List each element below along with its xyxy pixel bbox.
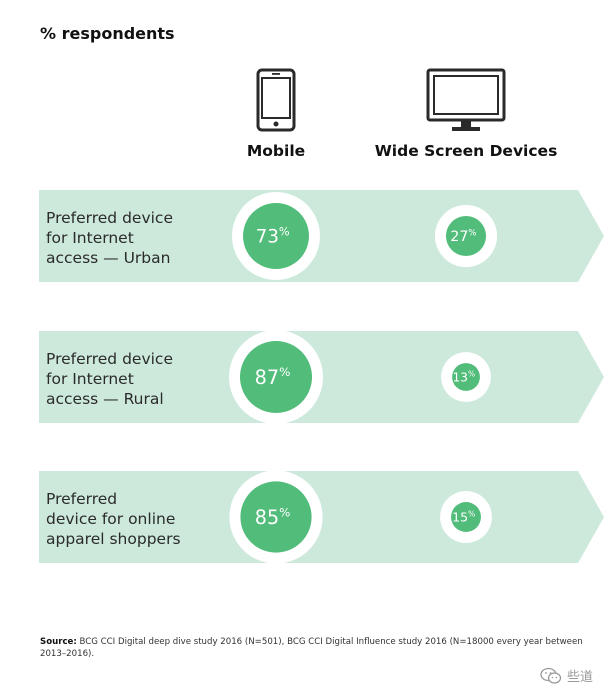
bubble-mobile — [240, 341, 312, 413]
monitor-icon — [426, 68, 506, 131]
watermark-text: 些道 — [566, 670, 593, 685]
row-label-rural: Preferred device for Internet access — R… — [46, 350, 173, 408]
column-label-mobile: Mobile — [246, 142, 306, 160]
chart-subtitle: % respondents — [40, 24, 175, 43]
row-label-urban: Preferred device for Internet access — U… — [46, 209, 173, 267]
source-label: Source: — [40, 637, 77, 647]
source-text: BCG CCI Digital deep dive study 2016 (N=… — [40, 637, 583, 659]
column-label-wide-screen: Wide Screen Devices — [374, 142, 558, 160]
bubble-wide-screen — [451, 502, 481, 532]
bubble-mobile — [243, 203, 309, 269]
wechat-icon — [540, 667, 562, 684]
bubble-wide-screen — [452, 363, 480, 391]
mobile-phone-icon — [256, 68, 296, 132]
bubble-wide-screen — [445, 215, 487, 257]
watermark: 些道 — [540, 666, 593, 685]
row-label-apparel: Preferred device for online apparel shop… — [46, 490, 181, 548]
source-note: Source: BCG CCI Digital deep dive study … — [40, 636, 600, 660]
bubble-mobile — [240, 481, 312, 553]
